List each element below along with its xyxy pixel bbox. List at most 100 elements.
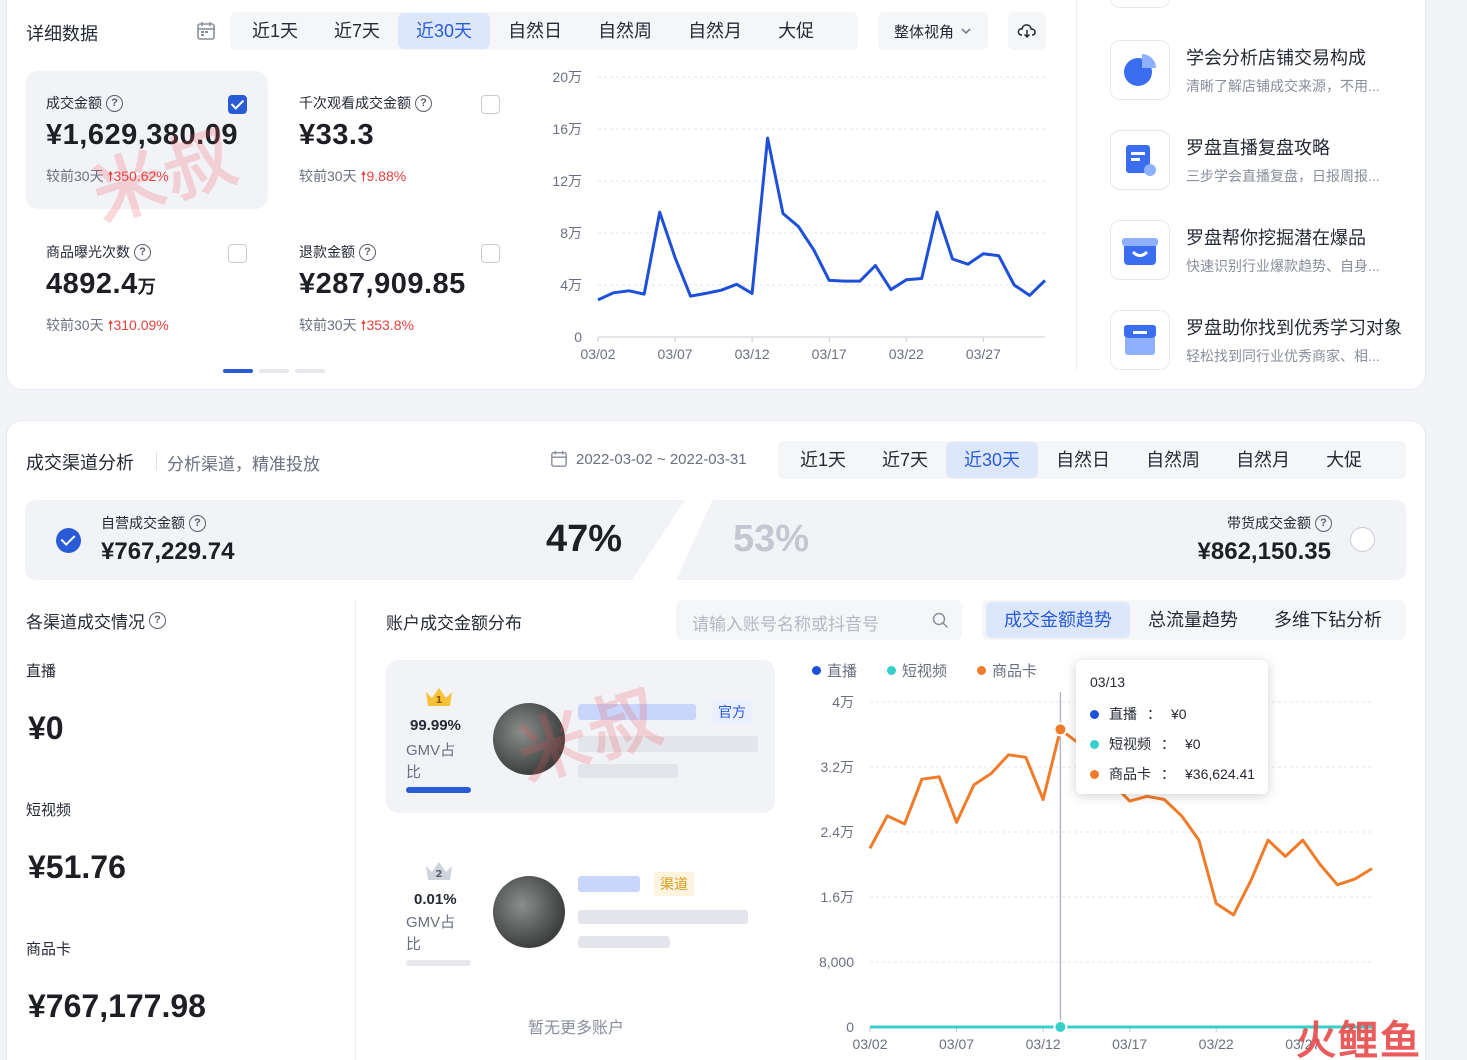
tab-30d[interactable]: 近30天 [398, 13, 491, 49]
account-row[interactable]: 1 99.99% GMV占比 官方 [386, 660, 775, 813]
series-line-gmv [597, 136, 1047, 302]
legend-product-card[interactable]: 商品卡 [977, 660, 1037, 681]
avatar [493, 876, 565, 948]
logo-watermark: 火鲤鱼 [1296, 1019, 1422, 1060]
account-row[interactable]: 2 0.01% GMV占比 渠道 [386, 838, 775, 978]
calendar-icon[interactable] [196, 21, 216, 46]
help-icon[interactable]: ? [189, 514, 206, 532]
metric-label: 成交金额 [46, 95, 102, 111]
pagination-dot[interactable] [295, 369, 325, 373]
tooltip-date: 03/13 [1090, 674, 1126, 690]
help-icon[interactable]: ? [415, 94, 432, 112]
tooltip-series: 商品卡 [1109, 766, 1151, 782]
metric-card-exposure[interactable]: 商品曝光次数? 4892.4万 较前30天 🠕310.09% [26, 220, 268, 358]
tab-natural-month[interactable]: 自然月 [688, 21, 743, 41]
metric-card-refund[interactable]: 退款金额? ¥287,909.85 较前30天 🠕353.8% [279, 220, 521, 358]
self-radio[interactable] [56, 528, 81, 553]
channel-trend-chart: 0 8,000 1.6万 2.4万 3.2万 4万 03/02 03/07 03/12 03/17… [819, 692, 1373, 1052]
tab-natural-week[interactable]: 自然周 [1146, 450, 1201, 470]
tooltip-value: ¥0 [1185, 736, 1201, 752]
tooltip-value: ¥36,624.41 [1185, 766, 1256, 782]
legend-dot [977, 666, 986, 675]
x-tick-label: 03/17 [1112, 1036, 1147, 1052]
tooltip-series: 直播 [1109, 706, 1137, 722]
account-badge: 官方 [712, 700, 752, 724]
account-meta-redacted [578, 910, 748, 924]
tab-1d[interactable]: 近1天 [252, 21, 299, 41]
help-icon[interactable]: ? [134, 243, 151, 261]
metric-checkbox[interactable] [228, 95, 247, 114]
tab-promo[interactable]: 大促 [1326, 450, 1363, 470]
date-range[interactable]: 2022-03-02 ~ 2022-03-31 [576, 451, 747, 468]
download-button[interactable] [1008, 12, 1046, 50]
guide-title: 罗盘助你找到优秀学习对象 [1186, 318, 1402, 338]
pagination-dot[interactable] [259, 369, 289, 373]
tab-drilldown[interactable]: 多维下钻分析 [1274, 610, 1382, 630]
legend-live[interactable]: 直播 [812, 660, 857, 681]
tab-30d[interactable]: 近30天 [946, 442, 1039, 478]
help-icon[interactable]: ? [359, 243, 376, 261]
guide-item[interactable]: 罗盘助你找到优秀学习对象 轻松找到同行业优秀商家、相... [1110, 310, 1420, 374]
metric-compare-value: 353.8% [366, 317, 414, 333]
account-search-input[interactable]: 请输入账号名称或抖音号 [676, 600, 962, 640]
tooltip-row: 直播： ¥0 [1090, 704, 1187, 724]
gmv-share-bar [406, 787, 471, 793]
tab-natural-day[interactable]: 自然日 [1056, 450, 1111, 470]
partner-radio[interactable] [1350, 527, 1375, 552]
up-arrow-icon: 🠕 [107, 317, 114, 333]
metric-card-gpm[interactable]: 千次观看成交金额? ¥33.3 较前30天 🠕9.88% [279, 71, 521, 209]
y-tick-label: 4万 [832, 694, 854, 710]
metric-value-unit: 万 [137, 277, 157, 297]
legend-short-video[interactable]: 短视频 [887, 660, 947, 681]
guide-item-partial [1110, 0, 1170, 8]
trend-tabs: 成交金额趋势 总流量趋势 多维下钻分析 [982, 600, 1406, 640]
search-icon[interactable] [932, 612, 949, 629]
section-title-channel: 成交渠道分析 [26, 453, 134, 473]
help-icon[interactable]: ? [1315, 514, 1332, 532]
up-arrow-icon: 🠕 [360, 317, 367, 333]
calendar-icon[interactable] [550, 450, 568, 473]
guide-item[interactable]: 罗盘直播复盘攻略 三步学会直播复盘，日报周报... [1110, 130, 1420, 194]
guide-item[interactable]: 罗盘帮你挖掘潜在爆品 快速识别行业爆款趋势、自身... [1110, 220, 1420, 284]
tab-promo[interactable]: 大促 [778, 21, 815, 41]
tab-natural-day[interactable]: 自然日 [508, 21, 563, 41]
metric-label: 退款金额 [299, 244, 355, 260]
self-pct: 47% [546, 518, 623, 560]
data-point [1053, 1020, 1068, 1034]
metric-checkbox[interactable] [481, 95, 500, 114]
tab-natural-week[interactable]: 自然周 [598, 21, 653, 41]
guide-desc: 清晰了解店铺成交来源，不用... [1186, 78, 1380, 94]
tab-7d[interactable]: 近7天 [882, 450, 929, 470]
guide-item[interactable]: 学会分析店铺交易构成 清晰了解店铺成交来源，不用... [1110, 40, 1420, 104]
gmv-pct: 0.01% [414, 891, 457, 908]
tab-gmv-trend[interactable]: 成交金额趋势 [986, 602, 1130, 638]
tab-1d[interactable]: 近1天 [800, 450, 847, 470]
gmv-pct-label: GMV占比 [406, 742, 456, 781]
gmv-share-bar [406, 960, 471, 966]
crown-silver-icon: 2 [426, 862, 452, 880]
help-icon[interactable]: ? [106, 94, 123, 112]
metric-value: ¥1,629,380.09 [46, 119, 238, 151]
metric-checkbox[interactable] [481, 244, 500, 263]
account-name-redacted [578, 704, 696, 720]
pagination-dot[interactable] [223, 369, 253, 373]
tab-natural-month[interactable]: 自然月 [1236, 450, 1291, 470]
self-operated-share[interactable] [25, 500, 685, 580]
rank-number: 2 [436, 869, 443, 880]
legend-label: 直播 [827, 663, 858, 680]
metric-value: ¥33.3 [299, 119, 375, 151]
metric-checkbox[interactable] [228, 244, 247, 263]
metric-compare-label: 较前30天 [299, 317, 357, 333]
partner-label: 带货成交金额 [1227, 515, 1311, 531]
legend-dot [812, 666, 821, 675]
cloud-download-icon [1017, 24, 1036, 39]
view-select[interactable]: 整体视角 [878, 12, 988, 50]
partner-share[interactable] [676, 500, 1406, 580]
legend-dot [1090, 769, 1099, 779]
tab-7d[interactable]: 近7天 [334, 21, 381, 41]
help-icon[interactable]: ? [149, 612, 166, 629]
metric-card-gmv[interactable]: 成交金额? ¥1,629,380.09 较前30天 🠕350.62% [26, 71, 268, 209]
vertical-divider [1076, 0, 1077, 370]
legend-dot [1090, 709, 1099, 719]
tab-traffic-trend[interactable]: 总流量趋势 [1148, 610, 1238, 630]
